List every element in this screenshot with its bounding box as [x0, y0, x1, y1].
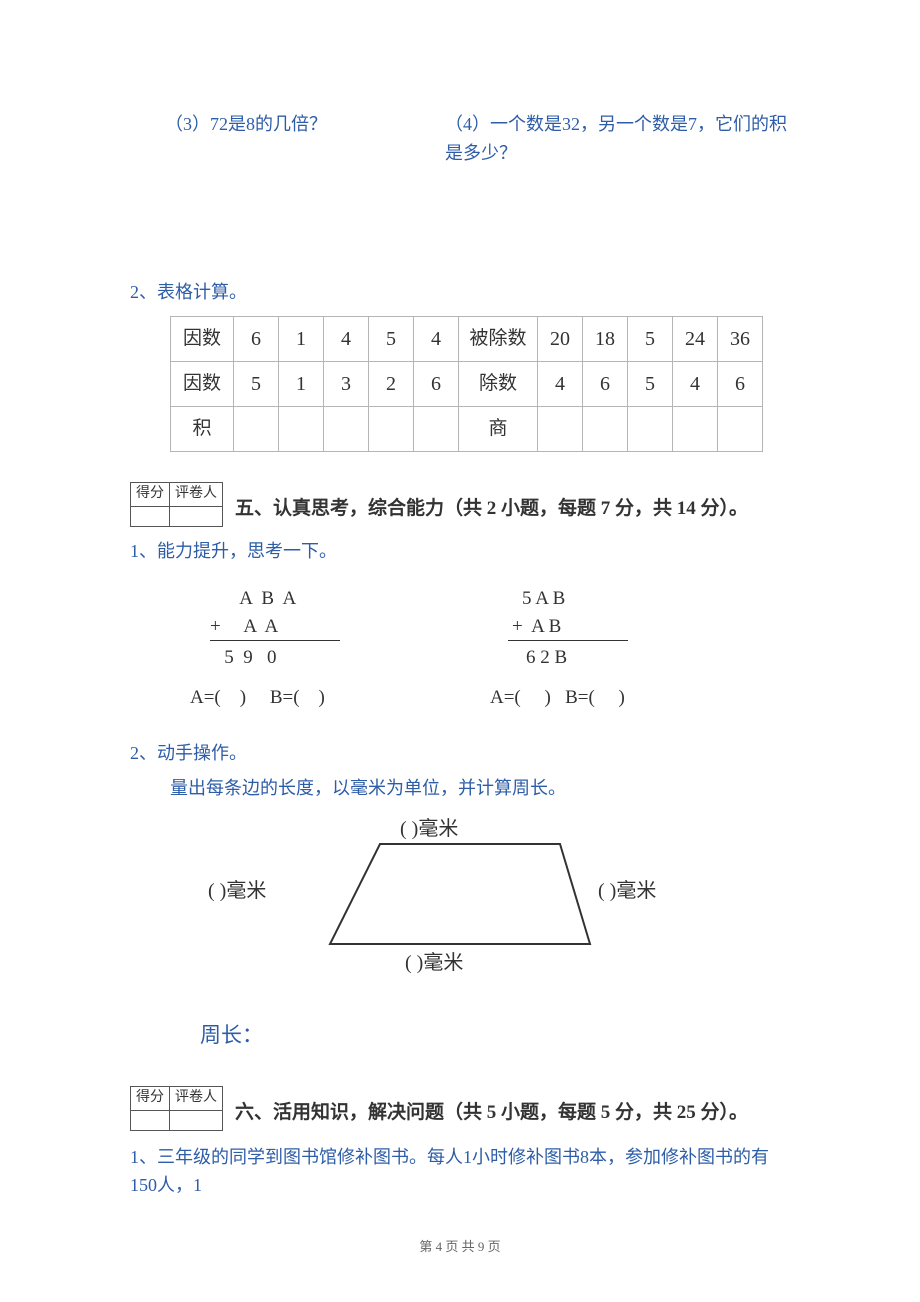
cell-empty	[673, 407, 718, 452]
cell: 4	[538, 362, 583, 407]
trapezoid-shape	[310, 829, 610, 959]
grader-blank	[170, 506, 223, 526]
cell-empty	[234, 407, 279, 452]
puz-line: + A A	[190, 612, 450, 640]
cell-label: 因数	[171, 362, 234, 407]
cell-label: 因数	[171, 317, 234, 362]
score-blank	[131, 1110, 170, 1130]
cell: 5	[628, 362, 673, 407]
cell-empty	[538, 407, 583, 452]
cell: 6	[234, 317, 279, 362]
cell: 1	[279, 362, 324, 407]
score-box: 得分 评卷人	[130, 1086, 223, 1130]
perimeter-label: 周长：	[200, 1019, 790, 1053]
cell: 20	[538, 317, 583, 362]
problem-3: （3）72是8的几倍？	[165, 110, 445, 168]
cell-empty	[628, 407, 673, 452]
cell: 4	[673, 362, 718, 407]
table-row: 积 商	[171, 407, 763, 452]
cell: 5	[628, 317, 673, 362]
grader-blank	[170, 1110, 223, 1130]
puzzle-1: A B A + A A 5 9 0 A=( ) B=( )	[190, 584, 450, 711]
table-row: 因数 5 1 3 2 6 除数 4 6 5 4 6	[171, 362, 763, 407]
table-row: 因数 6 1 4 5 4 被除数 20 18 5 24 36	[171, 317, 763, 362]
cell: 5	[369, 317, 414, 362]
s5-q2-sub: 量出每条边的长度，以毫米为单位，并计算周长。	[130, 774, 790, 803]
page-footer: 第 4 页 共 9 页	[0, 1237, 920, 1258]
cell-label: 除数	[459, 362, 538, 407]
side-label-right: ( )毫米	[598, 875, 656, 907]
puz-line: A B A	[190, 584, 450, 612]
cell: 18	[583, 317, 628, 362]
problem-4: （4）一个数是32，另一个数是7，它们的积是多少？	[445, 110, 790, 168]
trapezoid-figure: ( )毫米 ( )毫米 ( )毫米 ( )毫米	[190, 813, 730, 1013]
q2-intro: 2、表格计算。	[130, 278, 790, 307]
addition-puzzles: A B A + A A 5 9 0 A=( ) B=( ) 5 A B + A …	[190, 584, 790, 711]
score-blank	[131, 506, 170, 526]
calc-table: 因数 6 1 4 5 4 被除数 20 18 5 24 36 因数 5 1 3 …	[170, 316, 763, 452]
exam-page: （3）72是8的几倍？ （4）一个数是32，另一个数是7，它们的积是多少？ 2、…	[0, 0, 920, 1246]
s6-q1: 1、三年级的同学到图书馆修补图书。每人1小时修补图书8本，参加修补图书的有150…	[130, 1143, 790, 1201]
cell: 24	[673, 317, 718, 362]
cell: 4	[324, 317, 369, 362]
cell: 6	[583, 362, 628, 407]
cell-empty	[369, 407, 414, 452]
puz-sum: 6 2 B	[508, 647, 567, 668]
word-problems-row: （3）72是8的几倍？ （4）一个数是32，另一个数是7，它们的积是多少？	[165, 110, 790, 168]
cell: 6	[414, 362, 459, 407]
cell-label: 被除数	[459, 317, 538, 362]
cell: 6	[718, 362, 763, 407]
cell-empty	[324, 407, 369, 452]
cell: 1	[279, 317, 324, 362]
puz-sum: 5 9 0	[210, 647, 277, 668]
cell: 36	[718, 317, 763, 362]
section6-title: 六、活用知识，解决问题（共 5 小题，每题 5 分，共 25 分）。	[235, 1098, 748, 1130]
score-label: 得分	[131, 1087, 170, 1110]
score-box: 得分 评卷人	[130, 482, 223, 526]
cell: 3	[324, 362, 369, 407]
puz-answer: A=( ) B=( )	[190, 683, 450, 711]
side-label-bottom: ( )毫米	[405, 947, 463, 979]
puz-answer: A=( ) B=( )	[450, 683, 710, 711]
grader-label: 评卷人	[170, 1087, 223, 1110]
s5-q1-intro: 1、能力提升，思考一下。	[130, 537, 790, 566]
cell-empty	[583, 407, 628, 452]
side-label-top: ( )毫米	[400, 813, 458, 845]
section6-header: 得分 评卷人 六、活用知识，解决问题（共 5 小题，每题 5 分，共 25 分）…	[130, 1086, 790, 1130]
score-label: 得分	[131, 483, 170, 506]
section5-header: 得分 评卷人 五、认真思考，综合能力（共 2 小题，每题 7 分，共 14 分）…	[130, 482, 790, 526]
cell-label: 商	[459, 407, 538, 452]
s5-q2-intro: 2、动手操作。	[130, 739, 790, 768]
cell: 2	[369, 362, 414, 407]
section5-title: 五、认真思考，综合能力（共 2 小题，每题 7 分，共 14 分）。	[235, 494, 748, 526]
cell-empty	[279, 407, 324, 452]
grader-label: 评卷人	[170, 483, 223, 506]
cell-empty	[718, 407, 763, 452]
puz-line: 5 A B	[450, 584, 710, 612]
cell-empty	[414, 407, 459, 452]
side-label-left: ( )毫米	[208, 875, 266, 907]
cell-label: 积	[171, 407, 234, 452]
puz-line: + A B	[450, 612, 710, 640]
puzzle-2: 5 A B + A B 6 2 B A=( ) B=( )	[450, 584, 710, 711]
cell: 4	[414, 317, 459, 362]
cell: 5	[234, 362, 279, 407]
